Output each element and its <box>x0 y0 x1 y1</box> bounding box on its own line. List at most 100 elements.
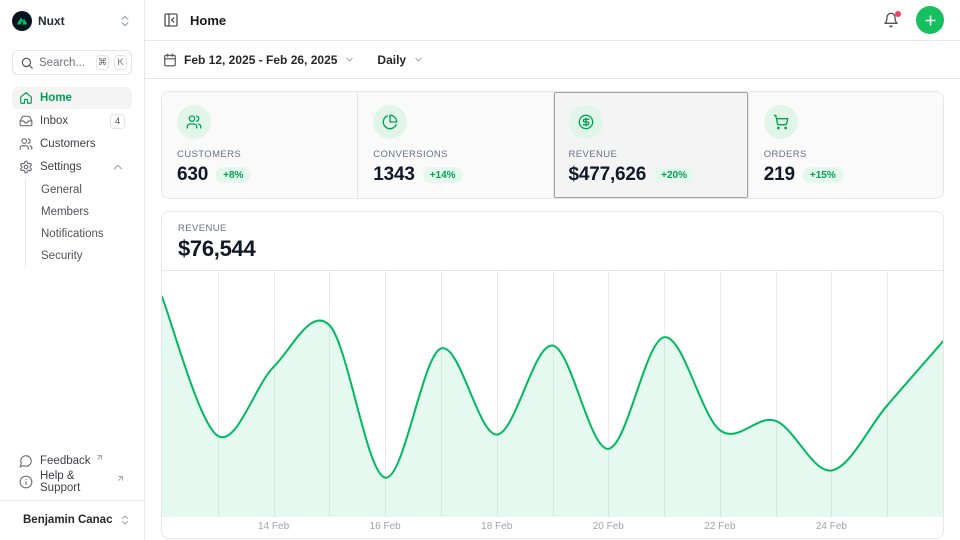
add-button[interactable] <box>916 6 944 34</box>
help-support-label: Help & Support <box>40 469 81 494</box>
main-area: Home Feb 12, 2025 - Feb 26, 2025 <box>145 0 960 540</box>
search-input[interactable] <box>39 56 91 69</box>
revenue-area-chart <box>162 271 943 517</box>
gear-icon <box>19 160 33 174</box>
users-icon <box>19 137 33 151</box>
sidebar-nav: Home Inbox 4 Customers Settings <box>12 87 132 267</box>
sidebar-spacer <box>12 267 132 450</box>
stat-card-orders[interactable]: ORDERS 219 +15% <box>747 92 943 198</box>
stat-delta-badge: +8% <box>216 167 251 183</box>
revenue-chart-plot <box>162 271 943 517</box>
sidebar-item-home[interactable]: Home <box>12 87 132 109</box>
stat-delta-badge: +15% <box>802 167 843 183</box>
period-select[interactable]: Daily <box>375 49 426 71</box>
filters-toolbar: Feb 12, 2025 - Feb 26, 2025 Daily <box>145 41 960 79</box>
subnav-label: Security <box>41 250 83 262</box>
chart-gridline <box>552 271 554 517</box>
calendar-icon <box>163 53 177 67</box>
external-link-icon <box>95 453 104 462</box>
chart-gridline <box>329 271 331 517</box>
sidebar-item-label: Settings <box>40 161 82 173</box>
stat-card-customers[interactable]: CUSTOMERS 630 +8% <box>162 92 358 198</box>
chart-gridline <box>608 271 610 517</box>
content: CUSTOMERS 630 +8% CONVERSIONS 1343 +14% <box>145 79 960 540</box>
stat-value: 219 <box>763 164 795 185</box>
chart-x-axis: 14 Feb 16 Feb 18 Feb 20 Feb 22 Feb 24 Fe… <box>162 517 943 538</box>
help-support-link[interactable]: Help & Support <box>12 469 132 494</box>
stat-delta-badge: +14% <box>422 167 463 183</box>
chart-gridline <box>440 271 442 517</box>
sidebar-item-label: Customers <box>40 138 96 150</box>
x-tick-label: 22 Feb <box>704 521 736 532</box>
chart-gridline <box>496 271 498 517</box>
chevron-up-icon <box>111 160 125 174</box>
date-range-button[interactable]: Feb 12, 2025 - Feb 26, 2025 <box>161 49 357 71</box>
stat-value: 1343 <box>373 164 415 185</box>
chart-gridline <box>775 271 777 517</box>
x-tick-label: 14 Feb <box>257 521 290 532</box>
chart-gridline <box>217 271 219 517</box>
chart-area-fill <box>162 296 943 517</box>
sidebar-item-notifications[interactable]: Notifications <box>37 223 132 245</box>
sidebar-item-inbox[interactable]: Inbox 4 <box>12 110 132 132</box>
stat-label: CONVERSIONS <box>373 149 448 160</box>
settings-subnav: General Members Notifications Security <box>25 179 132 267</box>
stat-card-conversions[interactable]: CONVERSIONS 1343 +14% <box>357 92 553 198</box>
notifications-button[interactable] <box>881 10 901 30</box>
period-value: Daily <box>377 52 407 67</box>
topbar: Home <box>145 0 960 41</box>
cmd-keycap: ⌘ <box>96 55 109 70</box>
user-menu[interactable]: Benjamin Canac <box>12 501 132 530</box>
stat-label: ORDERS <box>763 149 807 160</box>
collapse-sidebar-button[interactable] <box>161 10 181 30</box>
x-tick-label: 18 Feb <box>481 521 513 532</box>
chart-label: REVENUE <box>178 223 227 234</box>
chevrons-up-down-icon <box>119 514 131 526</box>
workspace-name: Nuxt <box>38 14 65 28</box>
stat-card-revenue[interactable]: REVENUE $477,626 +20% <box>552 92 748 198</box>
feedback-link[interactable]: Feedback <box>12 450 132 471</box>
sidebar-item-general[interactable]: General <box>37 179 132 201</box>
inbox-count-badge: 4 <box>110 113 125 129</box>
date-range-value: Feb 12, 2025 - Feb 26, 2025 <box>184 52 338 67</box>
sidebar-item-customers[interactable]: Customers <box>12 133 132 155</box>
x-tick-label: 20 Feb <box>592 521 624 532</box>
circle-dollar-icon <box>568 105 603 139</box>
stat-value: 630 <box>177 164 209 185</box>
chart-gridline <box>385 271 387 517</box>
chart-gridline <box>719 271 721 517</box>
search-icon <box>20 56 34 70</box>
chart-line <box>162 297 943 478</box>
page-title: Home <box>190 12 227 28</box>
sidebar-item-members[interactable]: Members <box>37 201 132 223</box>
sidebar-item-label: Home <box>40 92 72 104</box>
x-tick-label: 16 Feb <box>369 521 401 532</box>
search-input-wrapper[interactable]: ⌘ K <box>12 50 132 75</box>
stat-delta-badge: +20% <box>654 167 695 183</box>
shopping-cart-icon <box>763 105 798 139</box>
chevrons-up-down-icon <box>118 14 132 28</box>
chart-gridline <box>273 271 275 517</box>
home-icon <box>19 91 33 105</box>
x-tick-label: 24 Feb <box>815 521 847 532</box>
external-link-icon <box>116 474 125 483</box>
workspace-switcher[interactable]: Nuxt <box>12 8 132 34</box>
sidebar: Nuxt ⌘ K Home Inbo <box>0 0 145 540</box>
users-icon <box>177 105 211 139</box>
revenue-chart-header: REVENUE $76,544 <box>162 212 943 271</box>
bell-icon <box>884 12 898 28</box>
panel-left-close-icon <box>164 13 178 27</box>
nuxt-logo-icon <box>12 11 32 31</box>
sidebar-item-label: Inbox <box>40 115 69 127</box>
chart-value: $76,544 <box>178 236 256 261</box>
subnav-label: General <box>41 184 82 196</box>
sidebar-item-security[interactable]: Security <box>37 245 132 267</box>
plus-icon <box>924 14 936 26</box>
sidebar-item-settings[interactable]: Settings <box>12 156 132 178</box>
user-name: Benjamin Canac <box>23 514 113 526</box>
message-bubble-icon <box>19 454 33 468</box>
stat-value: $477,626 <box>568 164 647 185</box>
stat-label: CUSTOMERS <box>177 149 242 160</box>
notification-dot <box>895 11 901 17</box>
